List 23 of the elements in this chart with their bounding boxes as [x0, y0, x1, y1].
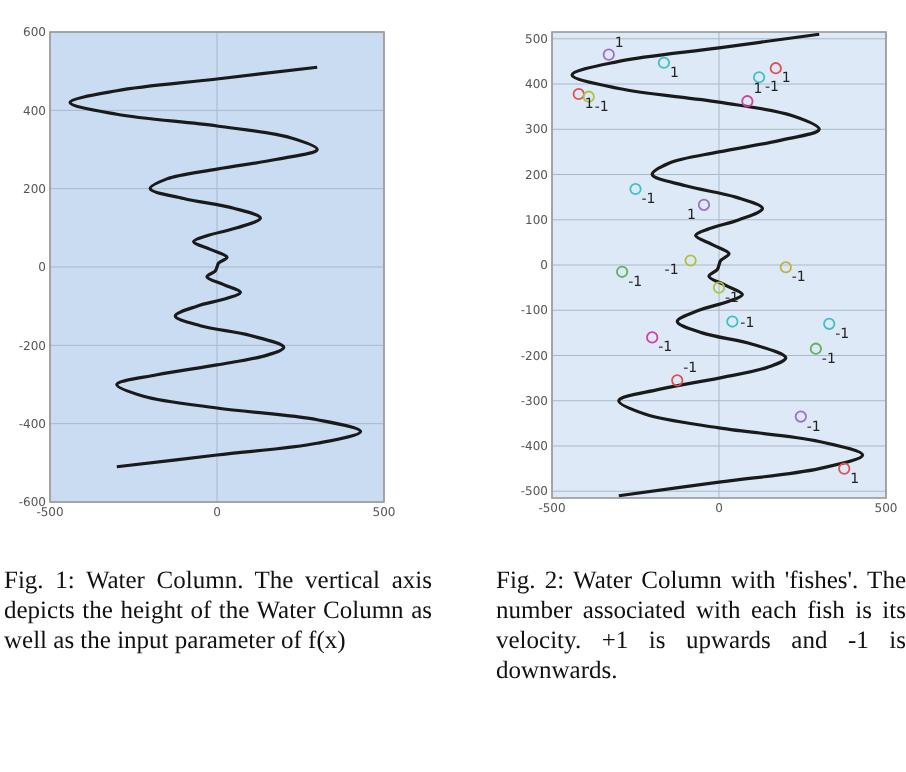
point — [697, 198, 711, 211]
point — [657, 56, 670, 69]
point — [671, 374, 684, 387]
point — [794, 410, 807, 423]
point — [769, 62, 782, 75]
line-series — [570, 32, 865, 498]
point — [809, 342, 822, 355]
point — [572, 87, 585, 101]
line-series — [68, 65, 363, 469]
point — [712, 281, 726, 294]
point — [684, 254, 697, 267]
point — [629, 182, 642, 196]
point — [741, 95, 754, 108]
caption: Fig. 1: Water Column. The vertical axis depicts the height of the Water Column as well as the input parameter of f(x) — [4, 566, 432, 656]
point — [779, 261, 792, 274]
point — [752, 71, 766, 84]
caption: Fig. 2: Water Column with 'fishes'. The number associated with each fish is its velocity. +1 is upwards and -1 is downwards. — [496, 566, 906, 686]
point — [646, 331, 659, 344]
point — [823, 317, 836, 330]
point — [726, 315, 739, 328]
point — [838, 462, 851, 475]
point — [602, 48, 615, 61]
point — [616, 265, 629, 278]
